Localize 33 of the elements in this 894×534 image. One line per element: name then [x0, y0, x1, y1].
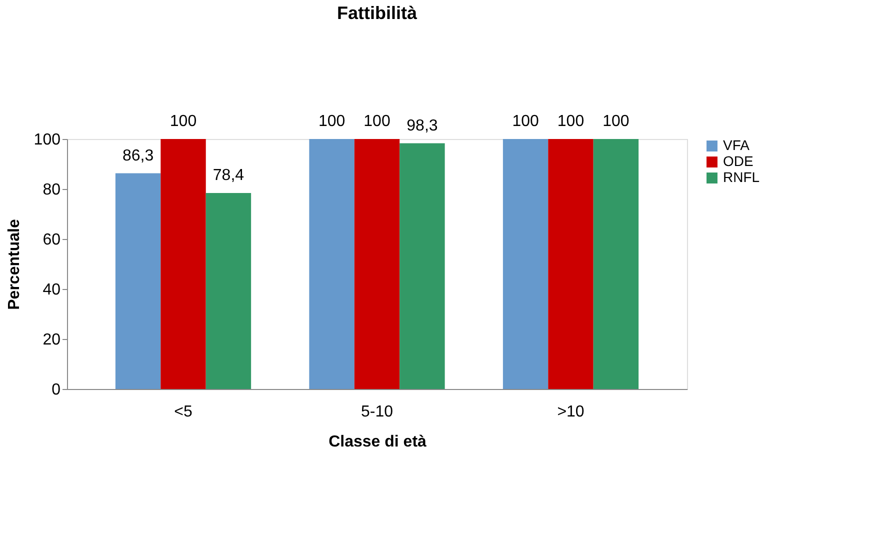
bar	[502, 139, 548, 389]
legend-label: ODE	[723, 153, 754, 169]
bar	[206, 193, 252, 389]
data-label: 100	[512, 113, 539, 130]
data-label: 78,4	[212, 167, 244, 184]
data-label: 100	[602, 113, 630, 130]
bar	[400, 143, 445, 389]
x-tick-label: >10	[557, 404, 584, 420]
x-tick-label: 5-10	[360, 404, 394, 420]
x-axis-title: Classe di età	[328, 434, 427, 450]
legend-label: RNFL	[723, 169, 760, 185]
data-label: 86,3	[122, 147, 154, 164]
y-tick-label: 60	[42, 232, 61, 248]
data-label: 100	[364, 113, 390, 130]
bar	[548, 139, 594, 389]
bar	[309, 139, 354, 389]
y-tick-label: 0	[52, 382, 61, 398]
y-tick-label: 80	[42, 182, 61, 198]
y-tick-label: 100	[34, 132, 61, 148]
bar	[160, 139, 206, 389]
x-tick-label: <5	[174, 404, 192, 420]
bar	[593, 139, 639, 389]
bar	[354, 139, 400, 389]
chart-title: Fattibilità	[337, 3, 418, 23]
data-label: 98,3	[406, 117, 438, 134]
y-axis-title: Percentuale	[6, 219, 23, 310]
bar	[115, 173, 161, 389]
data-label: 100	[557, 113, 584, 130]
legend-label: VFA	[723, 137, 750, 153]
data-label: 100	[170, 113, 197, 130]
data-label: 100	[318, 113, 346, 130]
y-tick-label: 20	[42, 332, 61, 348]
y-tick-label: 40	[42, 282, 61, 298]
